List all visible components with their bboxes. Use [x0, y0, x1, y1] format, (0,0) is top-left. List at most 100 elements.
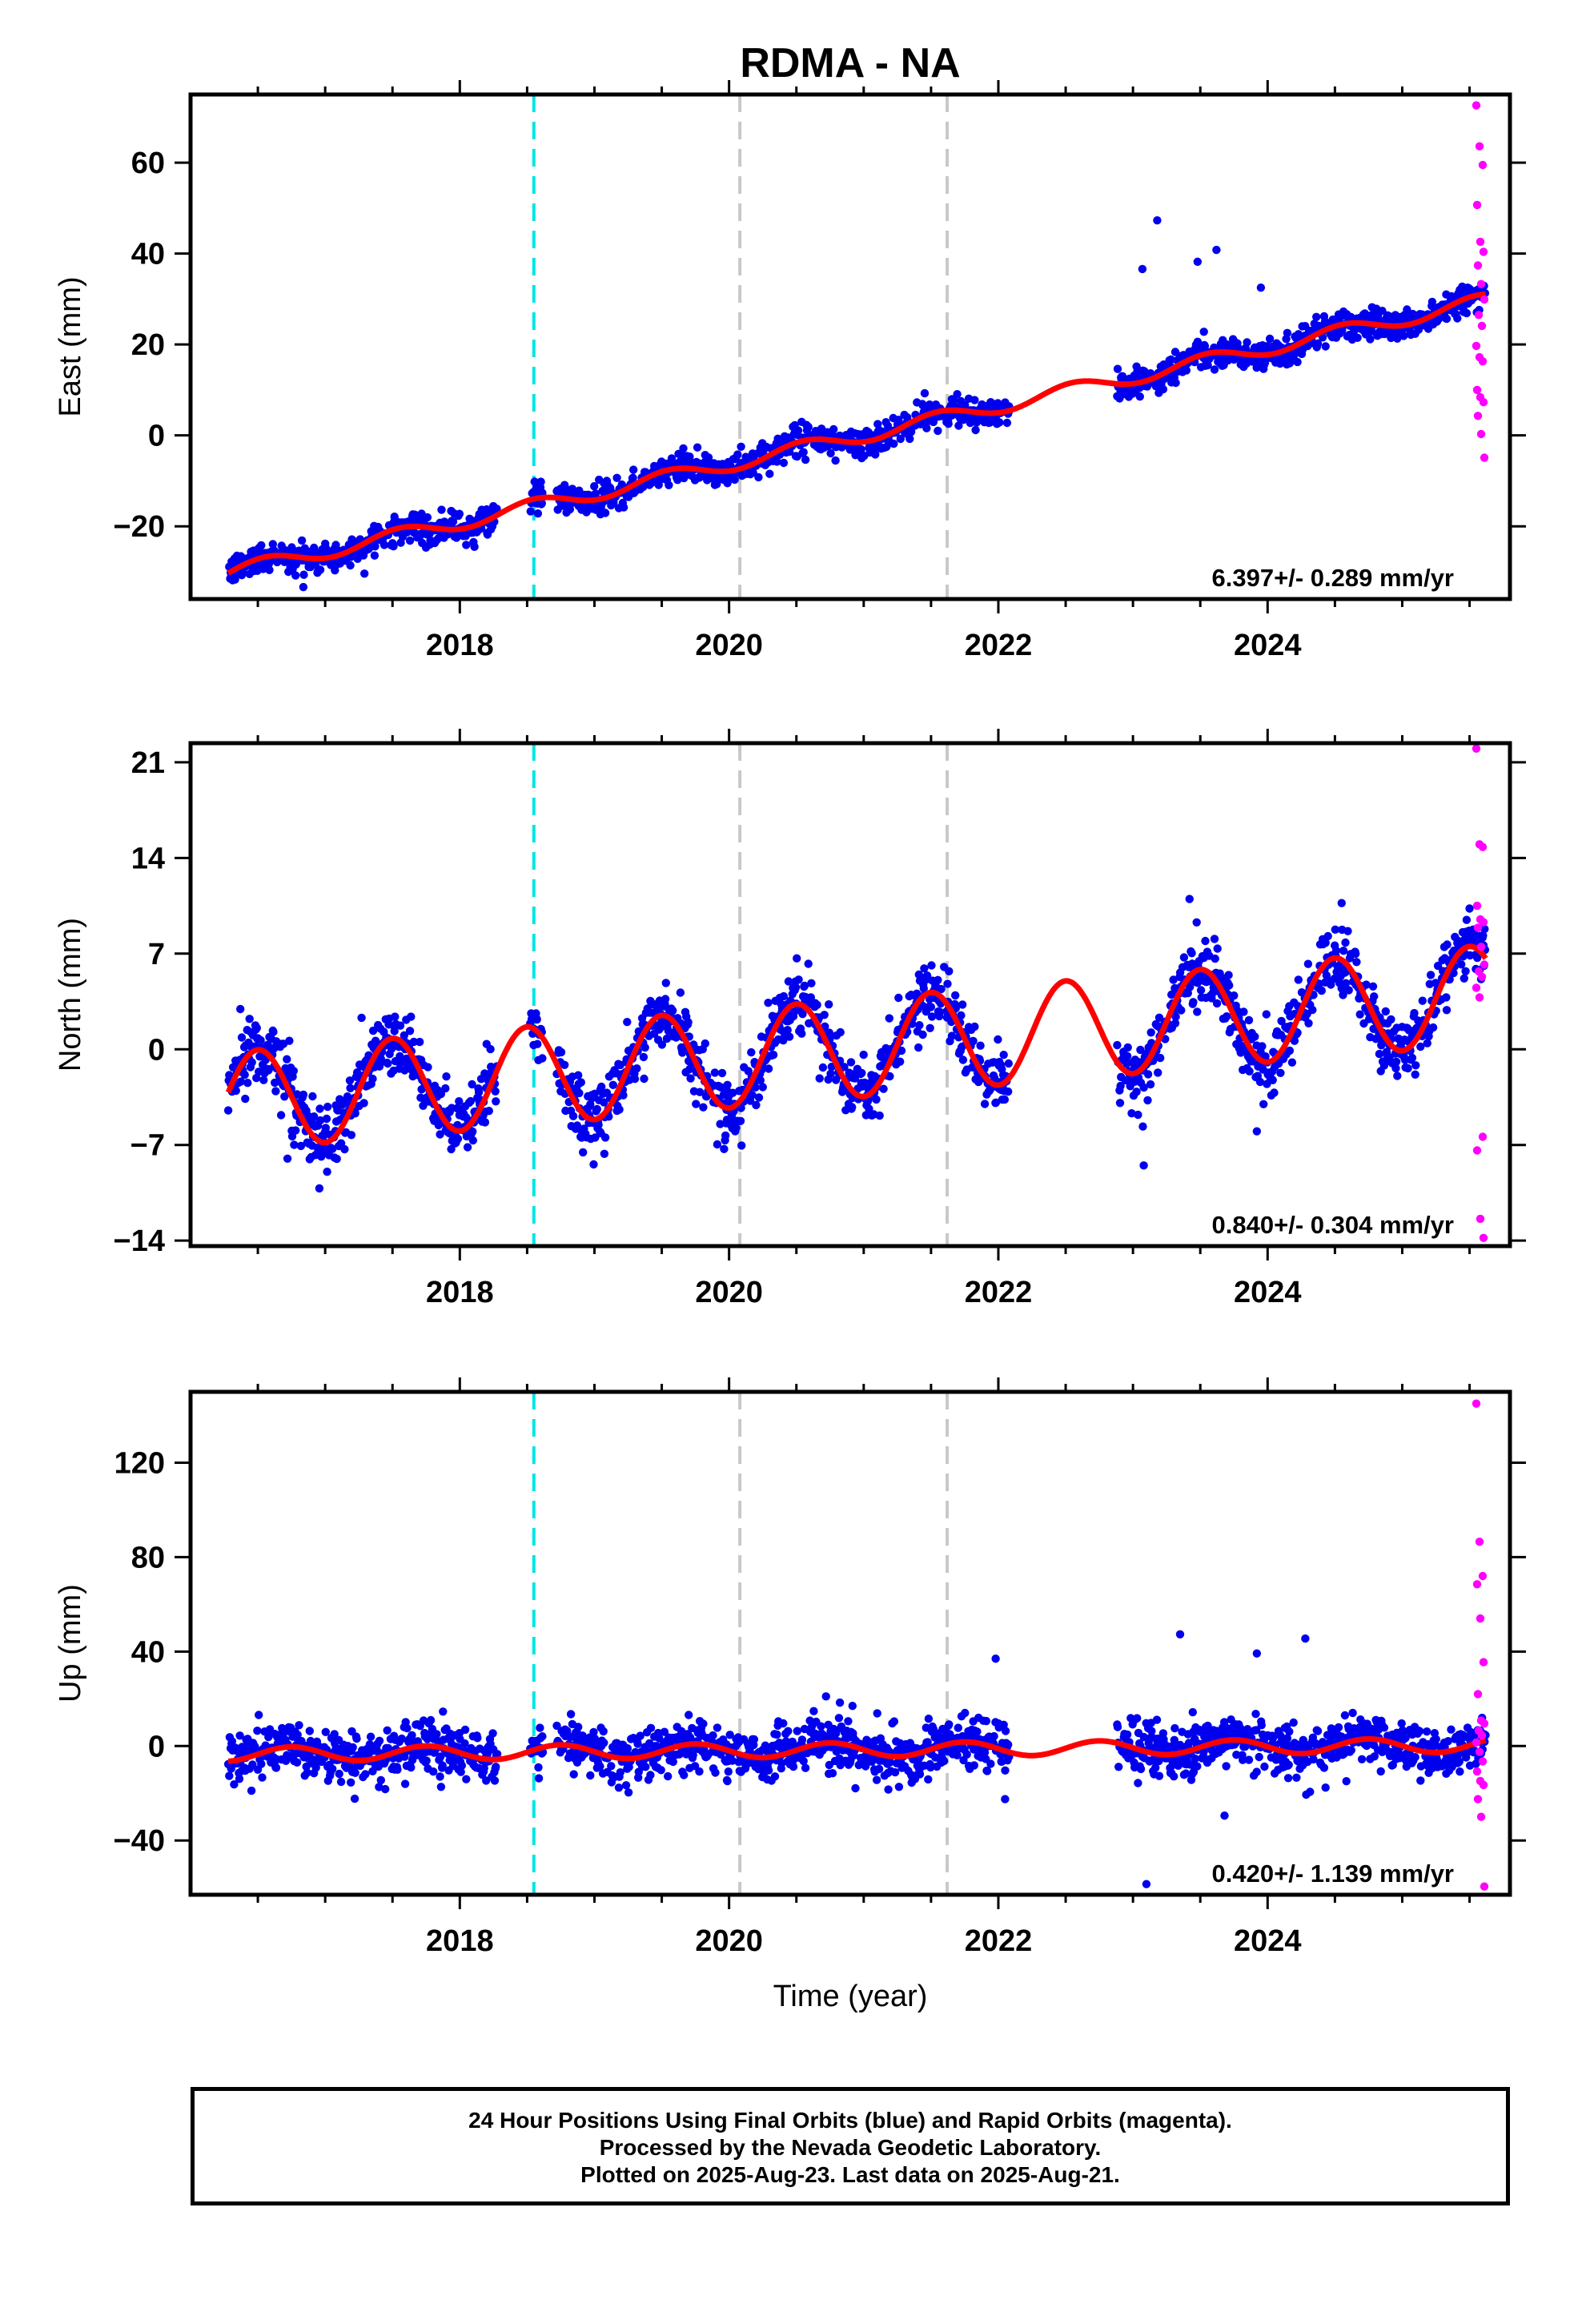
- north-final-point: [1423, 1039, 1432, 1047]
- up-final-point: [393, 1765, 402, 1774]
- east-final-point: [1366, 335, 1375, 344]
- north-final-point: [875, 1111, 884, 1120]
- north-final-point: [468, 1136, 477, 1145]
- north-rapid-point: [1479, 918, 1488, 927]
- north-final-point: [999, 1051, 1008, 1059]
- up-final-point: [1260, 1762, 1269, 1771]
- up-final-point: [1284, 1760, 1293, 1769]
- up-final-point: [1113, 1723, 1122, 1731]
- north-final-point: [1270, 1088, 1279, 1097]
- north-final-point: [813, 1000, 821, 1010]
- up-final-point: [400, 1779, 410, 1788]
- north-final-point: [259, 1076, 268, 1084]
- up-final-point: [335, 1769, 343, 1779]
- up-final-point: [844, 1717, 853, 1726]
- north-final-point: [969, 1036, 978, 1046]
- north-final-point: [1462, 915, 1472, 924]
- up-final-point: [624, 1788, 633, 1797]
- east-final-point: [971, 425, 980, 435]
- north-final-point: [1433, 961, 1443, 971]
- north-final-point: [661, 979, 670, 987]
- up-final-point: [397, 1734, 406, 1743]
- east-rapid-point: [1478, 160, 1488, 170]
- north-final-point: [800, 981, 809, 991]
- north-final-point: [424, 1063, 432, 1072]
- north-final-point: [1139, 1083, 1148, 1092]
- up-final-point: [1283, 1774, 1293, 1783]
- north-final-point: [323, 1168, 331, 1176]
- north-final-point: [453, 1134, 463, 1144]
- north-final-point: [231, 1086, 240, 1096]
- east-final-point: [1283, 328, 1292, 337]
- north-final-point: [1442, 993, 1451, 1002]
- up-final-point: [348, 1743, 357, 1752]
- up-final-point: [600, 1739, 608, 1747]
- north-final-point: [1239, 1007, 1248, 1016]
- north-final-point: [825, 1000, 833, 1009]
- up-final-point: [621, 1781, 631, 1790]
- north-final-point: [894, 993, 903, 1003]
- north-final-orbit-points: [223, 895, 1490, 1193]
- north-final-point: [1143, 1070, 1153, 1079]
- north-final-point: [400, 1031, 408, 1040]
- north-final-point: [1418, 996, 1427, 1005]
- east-final-point: [773, 457, 781, 466]
- east-final-point: [1399, 332, 1408, 340]
- east-final-point: [1453, 314, 1462, 323]
- north-final-point: [897, 1046, 906, 1055]
- north-final-point: [1177, 1006, 1186, 1015]
- north-final-point: [632, 1064, 641, 1073]
- north-final-point: [315, 1116, 325, 1125]
- east-final-point: [679, 444, 688, 453]
- north-final-point: [269, 1027, 278, 1036]
- east-final-point: [922, 424, 931, 432]
- north-final-point: [1171, 1012, 1180, 1021]
- east-final-point: [871, 450, 880, 459]
- north-final-point: [1308, 1005, 1317, 1015]
- east-final-point: [754, 472, 763, 482]
- north-final-point: [1381, 1007, 1391, 1016]
- north-final-point: [1196, 986, 1206, 995]
- up-final-point: [669, 1757, 677, 1767]
- up-final-point: [793, 1727, 801, 1735]
- north-final-point: [533, 1039, 542, 1048]
- north-final-point: [717, 1083, 725, 1092]
- up-final-point: [874, 1764, 884, 1774]
- east-axis-label: East (mm): [54, 276, 87, 416]
- north-final-point: [692, 1100, 701, 1108]
- north-final-point: [1223, 1012, 1231, 1021]
- north-final-point: [556, 1047, 566, 1057]
- up-final-point: [924, 1775, 933, 1784]
- north-final-point: [315, 1104, 324, 1113]
- north-final-point: [1287, 1058, 1297, 1067]
- north-final-point: [1379, 1061, 1389, 1070]
- east-final-point: [482, 505, 491, 514]
- east-final-point: [765, 469, 774, 478]
- east-final-point: [831, 456, 840, 465]
- up-final-point: [253, 1727, 262, 1735]
- east-final-point: [737, 442, 745, 451]
- north-final-point: [594, 1120, 603, 1129]
- up-final-point: [695, 1767, 704, 1776]
- north-final-point: [455, 1097, 464, 1106]
- north-final-point: [247, 1058, 256, 1067]
- north-final-point: [269, 1044, 279, 1053]
- east-final-point: [1200, 342, 1210, 351]
- up-final-point: [436, 1752, 445, 1761]
- up-plot-area: [223, 1392, 1490, 1895]
- east-final-point: [1199, 328, 1208, 336]
- up-final-point: [1289, 1718, 1298, 1727]
- east-final-point: [693, 443, 702, 452]
- north-final-point: [1416, 1042, 1425, 1051]
- up-final-point: [271, 1763, 281, 1772]
- north-rapid-point: [1473, 923, 1483, 932]
- north-axis-label: North (mm): [54, 918, 87, 1072]
- east-final-point: [231, 575, 239, 584]
- north-final-point: [848, 1103, 857, 1112]
- north-final-point: [245, 1015, 254, 1023]
- north-final-point: [568, 1112, 578, 1120]
- north-final-point: [1211, 954, 1219, 963]
- east-final-point: [920, 388, 930, 398]
- up-final-point: [492, 1763, 500, 1771]
- east-y-tick-label: −20: [114, 510, 165, 544]
